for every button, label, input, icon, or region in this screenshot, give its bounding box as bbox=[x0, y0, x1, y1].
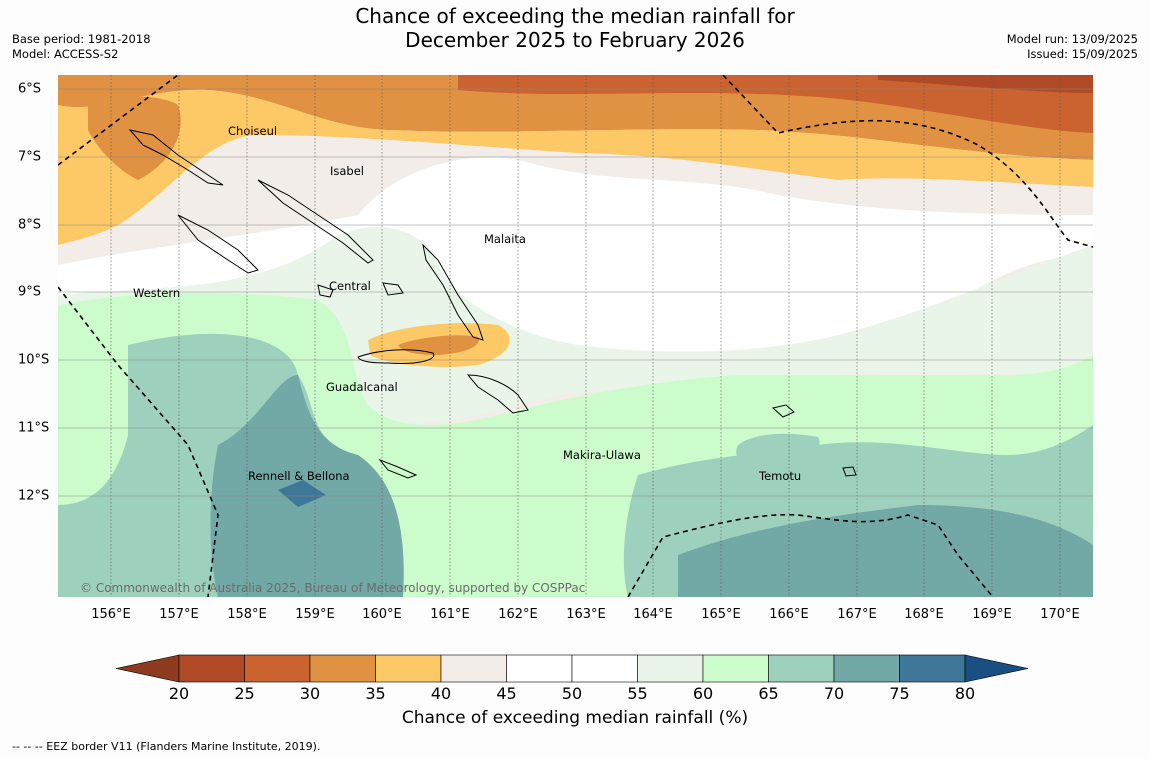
colorbar bbox=[115, 654, 1029, 683]
lon-label: 170°E bbox=[1040, 607, 1080, 622]
colorbar-tick-label: 60 bbox=[692, 684, 714, 703]
colorbar-segment bbox=[899, 654, 966, 683]
colorbar-tick-label: 55 bbox=[627, 684, 648, 703]
band-65-70-mid bbox=[736, 433, 820, 467]
colorbar-tick-label: 40 bbox=[430, 684, 452, 703]
band-25-30 bbox=[458, 75, 1093, 133]
issued-date: Issued: 15/09/2025 bbox=[1027, 47, 1138, 61]
colorbar-label: Chance of exceeding median rainfall (%) bbox=[401, 708, 749, 728]
lon-label: 168°E bbox=[904, 607, 944, 622]
lat-label: 9°S bbox=[18, 284, 42, 300]
model-name: Model: ACCESS-S2 bbox=[12, 47, 119, 61]
base-period: Base period: 1981-2018 bbox=[12, 32, 151, 46]
lon-label: 156°E bbox=[91, 607, 131, 622]
colorbar-under-arrow bbox=[115, 654, 180, 683]
band-20-25 bbox=[878, 75, 1093, 93]
colorbar-tick-label: 25 bbox=[234, 684, 255, 703]
colorbar-segment bbox=[833, 654, 900, 683]
eez-border bbox=[58, 75, 1093, 597]
colorbar-segment bbox=[440, 654, 507, 683]
lon-label: 159°E bbox=[295, 607, 335, 622]
colorbar-segment bbox=[768, 654, 835, 683]
colorbar-tick-label: 80 bbox=[954, 684, 976, 703]
region-label-isabel: Isabel bbox=[330, 164, 364, 178]
colorbar-segment bbox=[506, 654, 573, 683]
lat-label: 11°S bbox=[18, 420, 50, 436]
colorbar-segment bbox=[309, 654, 376, 683]
lon-label: 165°E bbox=[701, 607, 741, 622]
chart-title: Chance of exceeding the median rainfall … bbox=[0, 4, 1150, 52]
lon-label: 160°E bbox=[362, 607, 402, 622]
colorbar-tick-label: 70 bbox=[823, 684, 845, 703]
colorbar-tick-label: 75 bbox=[889, 684, 910, 703]
colorbar-segment bbox=[375, 654, 442, 683]
region-label-guadalcanal: Guadalcanal bbox=[326, 380, 398, 394]
band-75-80 bbox=[278, 480, 326, 507]
band-70-75-se bbox=[678, 505, 1093, 597]
colorbar-segment bbox=[178, 654, 245, 683]
lat-label: 7°S bbox=[18, 149, 42, 165]
region-label-makira-ulawa: Makira-Ulawa bbox=[563, 448, 641, 462]
lon-label: 169°E bbox=[972, 607, 1012, 622]
title-line-2: December 2025 to February 2026 bbox=[405, 28, 745, 52]
colorbar-segment bbox=[637, 654, 704, 683]
region-label-central: Central bbox=[329, 279, 371, 293]
colorbar-segment bbox=[702, 654, 769, 683]
lat-label: 8°S bbox=[18, 217, 42, 233]
lon-label: 157°E bbox=[159, 607, 199, 622]
colorbar-segment bbox=[244, 654, 311, 683]
lon-label: 164°E bbox=[633, 607, 673, 622]
colorbar-tick-label: 65 bbox=[758, 684, 779, 703]
lat-label: 12°S bbox=[18, 488, 50, 504]
region-label-western: Western bbox=[133, 286, 180, 300]
rainfall-map: © Commonwealth of Australia 2025, Bureau… bbox=[58, 75, 1093, 597]
map-copyright: © Commonwealth of Australia 2025, Bureau… bbox=[80, 581, 585, 595]
lon-label: 166°E bbox=[769, 607, 809, 622]
lat-label: 10°S bbox=[18, 352, 50, 368]
meta-left: Base period: 1981-2018 Model: ACCESS-S2 bbox=[12, 32, 151, 62]
title-line-1: Chance of exceeding the median rainfall … bbox=[355, 4, 795, 28]
colorbar-tick-label: 45 bbox=[496, 684, 517, 703]
region-label-temotu: Temotu bbox=[758, 469, 801, 483]
region-label-choiseul: Choiseul bbox=[228, 124, 277, 138]
lon-label: 161°E bbox=[430, 607, 470, 622]
colorbar-tick-label: 50 bbox=[561, 684, 583, 703]
eez-legend: -- -- -- EEZ border V11 (Flanders Marine… bbox=[12, 740, 321, 753]
colorbar-tick-label: 20 bbox=[168, 684, 190, 703]
island-outlines bbox=[128, 129, 857, 479]
lon-label: 158°E bbox=[227, 607, 267, 622]
lon-label: 167°E bbox=[837, 607, 877, 622]
region-label-rennell-bellona: Rennell & Bellona bbox=[248, 469, 350, 483]
lon-label: 163°E bbox=[566, 607, 606, 622]
lon-label: 162°E bbox=[498, 607, 538, 622]
band-35-40 bbox=[58, 89, 1093, 245]
colorbar-tick-label: 35 bbox=[365, 684, 386, 703]
colorbar-over-arrow bbox=[964, 654, 1029, 683]
colorbar-tick-label: 30 bbox=[299, 684, 321, 703]
model-run: Model run: 13/09/2025 bbox=[1006, 32, 1138, 46]
colorbar-segment bbox=[571, 654, 638, 683]
lat-label: 6°S bbox=[18, 81, 42, 97]
meta-right: Model run: 13/09/2025 Issued: 15/09/2025 bbox=[1007, 32, 1138, 62]
region-label-malaita: Malaita bbox=[484, 232, 526, 246]
